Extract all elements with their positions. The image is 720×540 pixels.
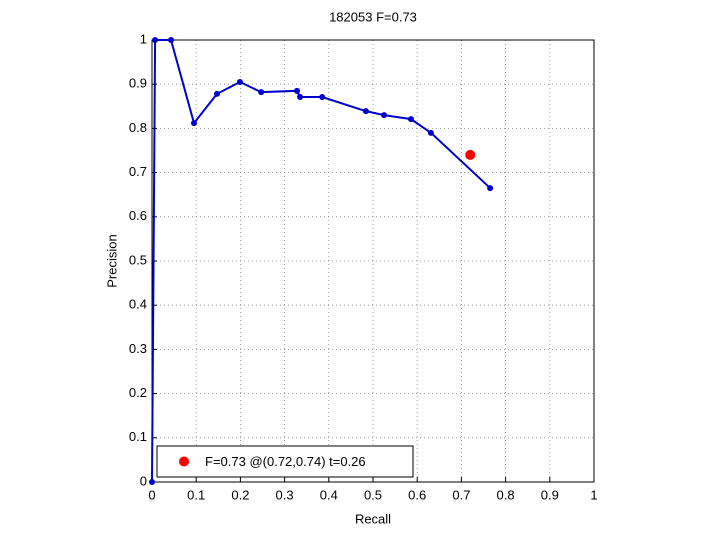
x-tick-label: 0.2 [231, 487, 249, 502]
x-tick-label: 0.7 [452, 487, 470, 502]
x-tick-label: 1 [590, 487, 597, 502]
point [465, 149, 476, 160]
point [213, 90, 220, 97]
point [297, 94, 304, 101]
x-axis-label: Recall [355, 511, 391, 526]
y-tick-label: 0.9 [129, 76, 147, 91]
x-tick-label: 0 [148, 487, 155, 502]
point [152, 37, 159, 43]
point [149, 479, 155, 485]
point [258, 89, 265, 96]
y-tick-label: 0.3 [129, 341, 147, 356]
chart-title: 182053 F=0.73 [329, 9, 417, 24]
y-tick-label: 0.2 [129, 385, 147, 400]
legend-box [156, 445, 414, 478]
plot-frame [151, 39, 595, 483]
y-tick-label: 0.4 [129, 297, 147, 312]
x-tick-label: 0.9 [541, 487, 559, 502]
y-tick-label: 0.6 [129, 208, 147, 223]
point [319, 94, 326, 101]
point [427, 129, 434, 136]
point [362, 108, 369, 115]
y-tick-label: 0.7 [129, 164, 147, 179]
x-tick-label: 0.4 [320, 487, 338, 502]
point [487, 185, 494, 192]
x-tick-label: 0.3 [276, 487, 294, 502]
y-axis-label: Precision [104, 234, 119, 287]
x-tick-label: 0.8 [497, 487, 515, 502]
y-tick-label: 0.1 [129, 429, 147, 444]
y-tick-label: 1 [140, 31, 147, 46]
y-tick-label: 0 [140, 473, 147, 488]
point [381, 112, 388, 119]
point [293, 87, 300, 94]
point [190, 120, 197, 127]
x-tick-label: 0.6 [408, 487, 426, 502]
y-tick-label: 0.8 [129, 120, 147, 135]
x-tick-label: 0.5 [364, 487, 382, 502]
legend-marker [179, 456, 189, 467]
point [408, 116, 415, 123]
y-tick-label: 0.5 [129, 252, 147, 267]
legend-label: F=0.73 @(0.72,0.74) t=0.26 [205, 454, 366, 469]
x-tick-label: 0.1 [187, 487, 205, 502]
point [168, 37, 175, 43]
point [236, 78, 243, 85]
